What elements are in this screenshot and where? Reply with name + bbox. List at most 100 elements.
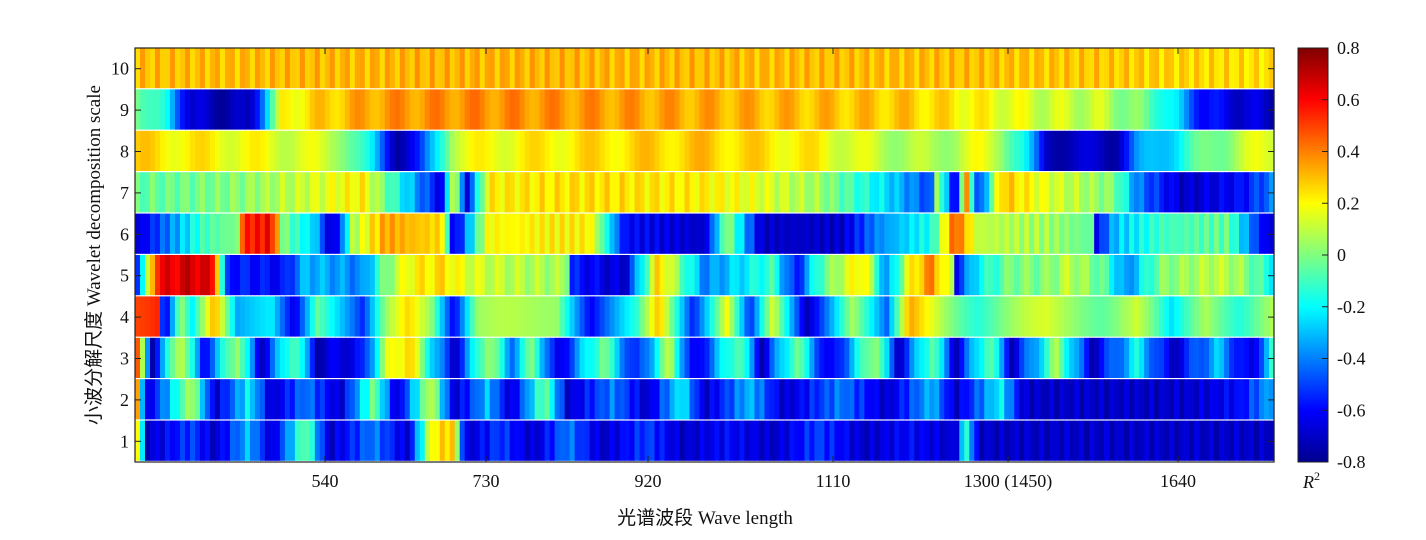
heatmap-cell	[669, 296, 676, 337]
heatmap-cell	[914, 420, 920, 461]
heatmap-cell	[509, 213, 516, 254]
y-tick-label: 8	[120, 142, 129, 162]
heatmap-cell	[1149, 337, 1155, 378]
heatmap-cell	[314, 213, 321, 254]
heatmap-cell	[914, 48, 920, 89]
heatmap-cell	[799, 89, 806, 130]
heatmap-cell	[249, 172, 256, 213]
heatmap-cell	[699, 296, 706, 337]
heatmap-cell	[1254, 213, 1260, 254]
heatmap-cell	[554, 337, 561, 378]
heatmap-cell	[609, 420, 616, 461]
heatmap-cell	[499, 89, 506, 130]
heatmap-cell	[234, 48, 241, 89]
heatmap-cell	[539, 296, 546, 337]
heatmap-cell	[374, 89, 381, 130]
heatmap-cell	[774, 130, 781, 171]
heatmap-cell	[969, 172, 975, 213]
heatmap-cell	[529, 48, 536, 89]
heatmap-cell	[1019, 130, 1025, 171]
heatmap-cell	[609, 89, 616, 130]
heatmap-cell	[574, 89, 581, 130]
heatmap-cell	[459, 172, 466, 213]
heatmap-cell	[894, 48, 900, 89]
heatmap-cell	[1084, 296, 1090, 337]
heatmap-cell	[1089, 172, 1095, 213]
heatmap-cell	[899, 89, 905, 130]
heatmap-cell	[1249, 172, 1255, 213]
heatmap-cell	[1259, 172, 1265, 213]
heatmap-cell	[179, 48, 186, 89]
heatmap-cell	[879, 89, 885, 130]
heatmap-cell	[1029, 255, 1035, 296]
heatmap-cell	[394, 337, 401, 378]
heatmap-cell	[399, 296, 406, 337]
heatmap-cell	[399, 420, 406, 461]
heatmap-cell	[634, 89, 641, 130]
heatmap-cell	[1219, 172, 1225, 213]
heatmap-cell	[934, 48, 940, 89]
heatmap-cell	[1169, 48, 1175, 89]
heatmap-cell	[889, 130, 895, 171]
heatmap-cell	[1079, 255, 1085, 296]
heatmap-cell	[1219, 255, 1225, 296]
heatmap-cell	[1169, 89, 1175, 130]
heatmap-cell	[919, 130, 925, 171]
heatmap-cell	[1214, 48, 1220, 89]
heatmap-cell	[194, 213, 201, 254]
heatmap-cell	[1084, 130, 1090, 171]
heatmap-cell	[609, 379, 616, 420]
heatmap-cell	[764, 89, 771, 130]
heatmap-cell	[239, 379, 246, 420]
heatmap-cell	[984, 213, 990, 254]
heatmap-cell	[374, 48, 381, 89]
heatmap-cell	[874, 48, 880, 89]
heatmap-cell	[734, 379, 741, 420]
heatmap-cell	[244, 130, 251, 171]
heatmap-cell	[499, 130, 506, 171]
heatmap-cell	[154, 296, 161, 337]
heatmap-cell	[414, 255, 421, 296]
heatmap-cell	[884, 130, 890, 171]
heatmap-cell	[1169, 420, 1175, 461]
heatmap-cell	[364, 89, 371, 130]
heatmap-cell	[424, 337, 431, 378]
heatmap-cell	[949, 337, 955, 378]
heatmap-cell	[964, 130, 970, 171]
heatmap-cell	[1179, 255, 1185, 296]
heatmap-cell	[724, 255, 731, 296]
heatmap-cell	[599, 130, 606, 171]
heatmap-cell	[989, 296, 995, 337]
heatmap-cell	[279, 420, 286, 461]
heatmap-cell	[364, 420, 371, 461]
heatmap-cell	[1174, 89, 1180, 130]
heatmap-cell	[294, 130, 301, 171]
heatmap-cell	[1004, 172, 1010, 213]
heatmap-cell	[374, 172, 381, 213]
heatmap-cell	[609, 130, 616, 171]
heatmap-cell	[879, 337, 885, 378]
heatmap-cell	[619, 48, 626, 89]
heatmap-cell	[549, 213, 556, 254]
heatmap-cell	[864, 213, 870, 254]
heatmap-cell	[164, 130, 171, 171]
heatmap-cell	[469, 296, 476, 337]
heatmap-cell	[854, 213, 860, 254]
heatmap-cell	[1064, 255, 1070, 296]
heatmap-cell	[889, 89, 895, 130]
heatmap-cell	[634, 48, 641, 89]
heatmap-cell	[344, 130, 351, 171]
heatmap-cell	[149, 130, 156, 171]
heatmap-cell	[179, 296, 186, 337]
heatmap-cell	[499, 379, 506, 420]
heatmap-cell	[809, 379, 816, 420]
heatmap-cell	[194, 337, 201, 378]
heatmap-cell	[344, 379, 351, 420]
heatmap-cell	[1074, 255, 1080, 296]
heatmap-cell	[939, 337, 945, 378]
heatmap-cell	[909, 420, 915, 461]
heatmap-cell	[1154, 48, 1160, 89]
heatmap-cell	[484, 89, 491, 130]
heatmap-cell	[1164, 172, 1170, 213]
heatmap-cell	[1039, 172, 1045, 213]
